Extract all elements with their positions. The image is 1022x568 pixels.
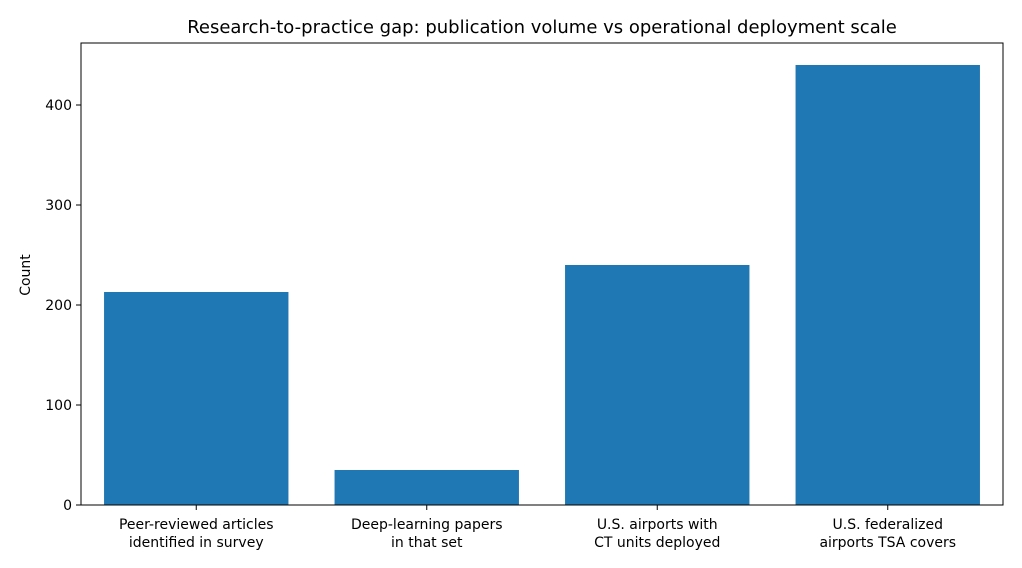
plot-area-frame [80,42,1004,506]
bar-3 [565,265,750,505]
y-tick-label: 300 [45,198,72,214]
bar-1 [104,292,289,505]
y-axis-ticks: 0 100 200 300 400 [45,98,81,514]
bars-group [104,65,980,505]
y-tick-label: 0 [63,498,72,514]
y-tick-label: 400 [45,98,72,114]
y-tick-label: 100 [45,398,72,414]
bar-2 [334,470,519,505]
x-axis-ticks: Peer-reviewed articles identified in surv… [119,505,956,551]
x-tick-label: Deep-learning papers in that set [351,517,503,551]
chart-title: Research-to-practice gap: publication vo… [187,17,897,38]
bar-4 [795,65,980,505]
x-tick-label: Peer-reviewed articles identified in surv… [119,517,274,551]
x-tick-label: U.S. airports with CT units deployed [594,517,720,551]
y-axis-label: Count [18,254,34,296]
x-tick-label: U.S. federalized airports TSA covers [819,517,956,551]
y-tick-label: 200 [45,298,72,314]
